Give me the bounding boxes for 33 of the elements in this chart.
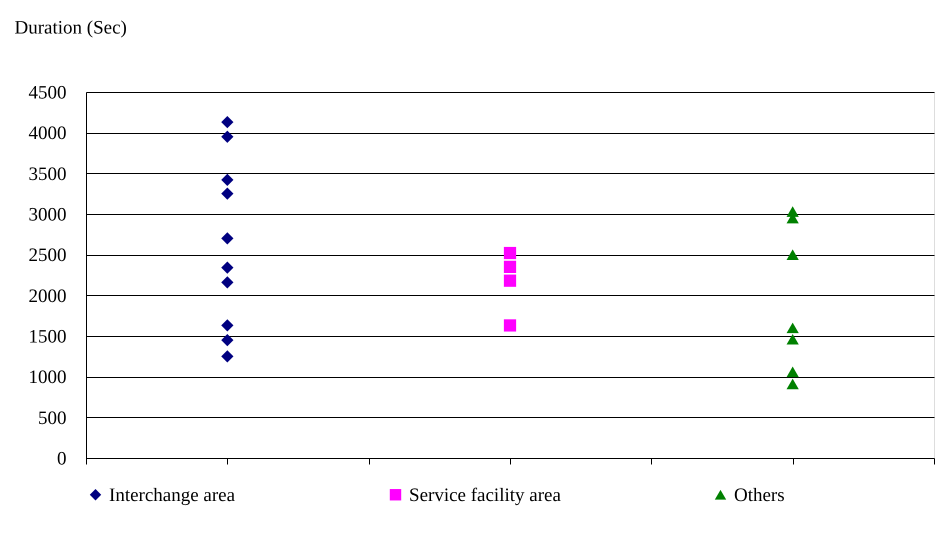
point [221,334,234,346]
point [221,350,234,362]
point [504,274,516,287]
y-axis-title: Duration (Sec) [14,18,127,38]
y-tick-label: 1500 [28,326,66,348]
y-tick-label: 4000 [28,123,66,144]
y-tick-label: 4500 [28,82,66,104]
y-tick-label: 500 [38,408,66,429]
point [786,249,799,260]
point [221,232,234,245]
y-tick-label: 3000 [28,204,66,226]
point [786,322,799,334]
y-tick-label: 2000 [28,286,66,307]
point [221,130,234,143]
y-tick-label: 0 [57,448,66,470]
y-tick-label: 2500 [28,245,66,266]
point [221,276,234,288]
point [504,246,516,260]
legend-label: Service facility area [409,484,562,506]
point [504,319,516,332]
point [221,116,234,128]
legend-label: Interchange area [109,484,236,506]
y-tick-label: 1000 [28,367,66,388]
point [221,188,234,200]
point [786,378,799,390]
y-tick-label: 3500 [28,164,66,185]
point [786,334,799,345]
point [504,260,516,273]
point [221,174,234,186]
legend-label: Others [734,484,785,506]
point [786,366,799,378]
point [221,319,234,332]
point [221,262,234,274]
